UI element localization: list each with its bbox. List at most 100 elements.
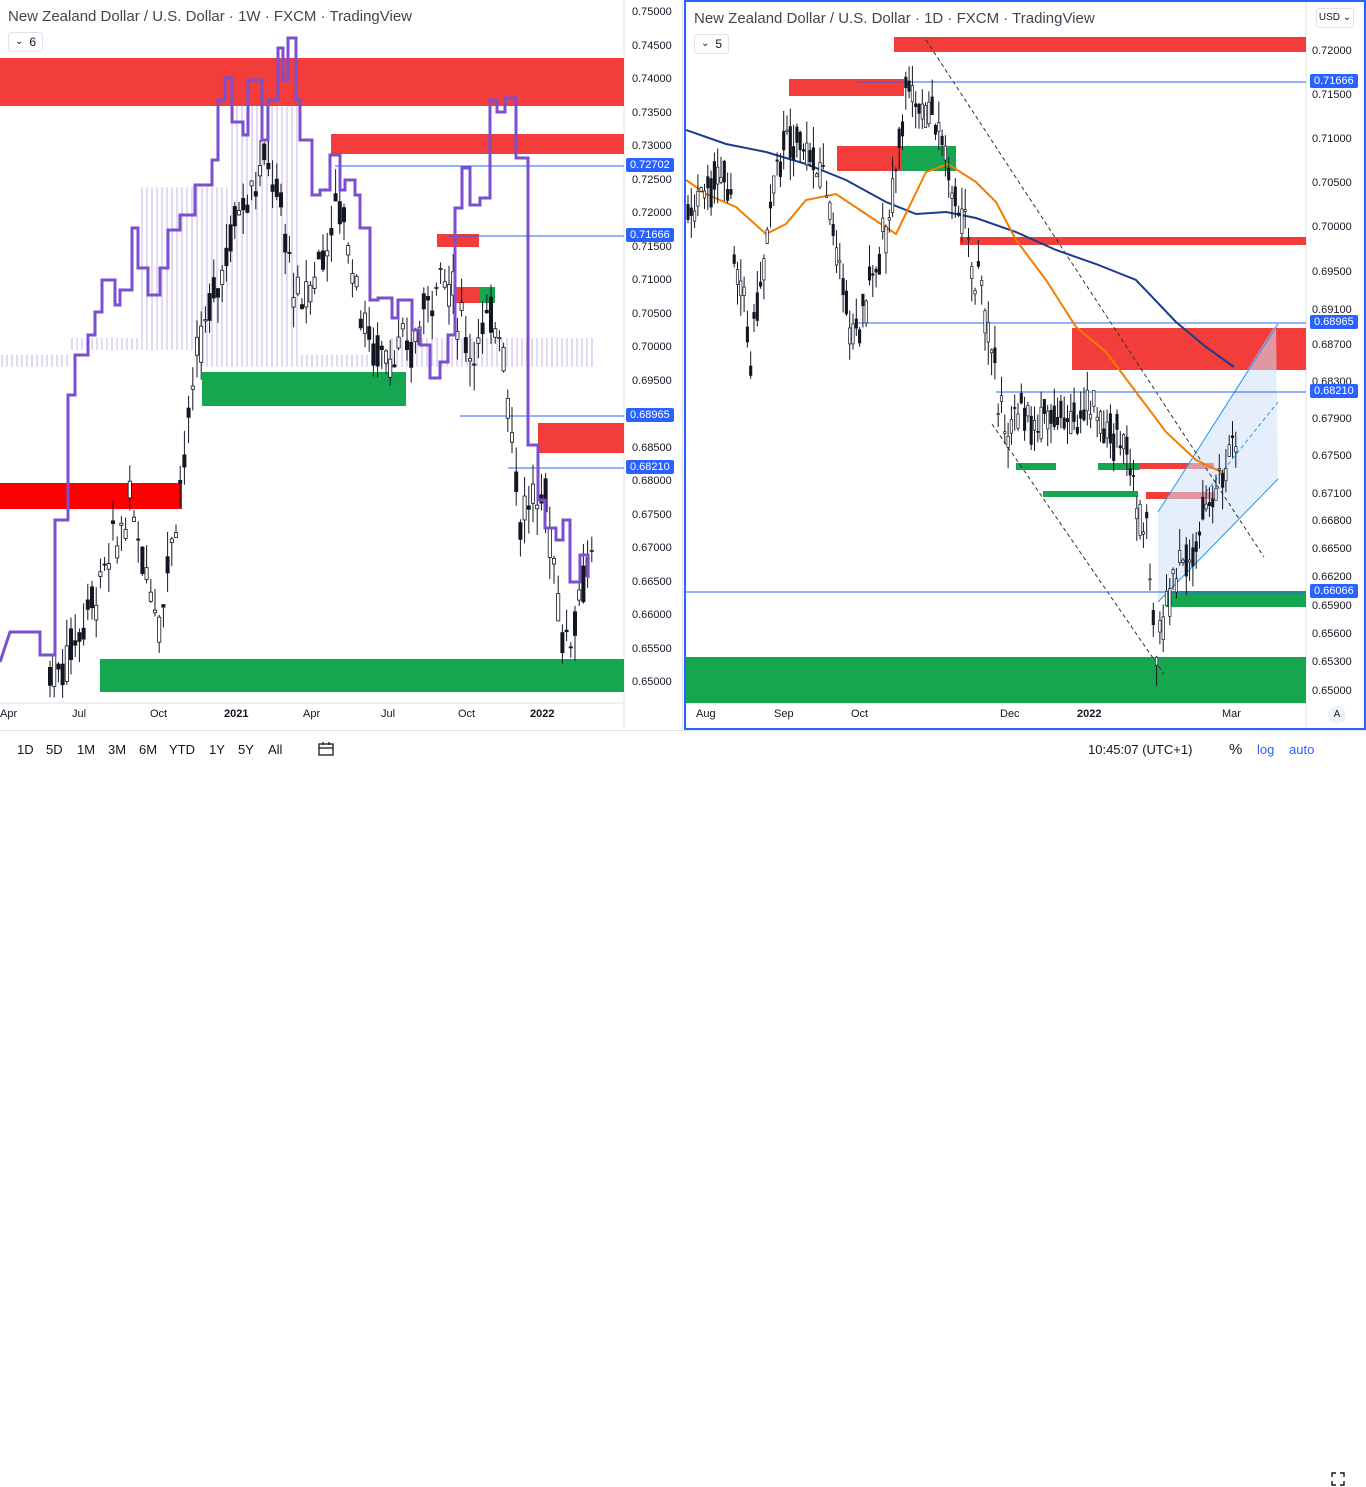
price-tick-label: 0.70000 <box>632 341 672 353</box>
candle-body <box>930 96 934 115</box>
price-tick-label: 0.73500 <box>632 106 672 119</box>
candle-body <box>910 85 914 103</box>
range-button-6m[interactable]: 6M <box>139 742 158 757</box>
candle-body <box>421 293 426 310</box>
candle-body <box>266 162 271 170</box>
candle-body <box>476 337 481 344</box>
price-tick-label: 0.74500 <box>632 39 672 52</box>
range-button-1m[interactable]: 1M <box>77 742 96 757</box>
candle-body <box>828 202 832 220</box>
range-button-all[interactable]: All <box>268 742 283 757</box>
daily-indicators-toggle[interactable]: ⌄ 5 <box>694 34 730 54</box>
candle-body <box>472 363 477 366</box>
supply-zone <box>437 234 479 247</box>
candle-body <box>1042 399 1046 414</box>
candle-body <box>194 336 199 356</box>
candle-body <box>1171 569 1175 574</box>
candle-body <box>283 233 288 253</box>
candle-body <box>228 224 233 252</box>
candle-body <box>127 480 132 499</box>
candle-body <box>589 549 594 552</box>
candle-body <box>341 207 346 223</box>
candle-body <box>140 546 145 575</box>
range-button-ytd[interactable]: YTD <box>169 742 195 757</box>
weekly-indicators-toggle[interactable]: ⌄ 6 <box>8 32 44 52</box>
range-button-3m[interactable]: 3M <box>108 742 127 757</box>
candle-body <box>1046 410 1050 430</box>
candle-body <box>765 229 769 244</box>
range-button-5y[interactable]: 5Y <box>238 742 254 757</box>
candle-body <box>400 323 405 330</box>
candle-body <box>762 258 766 281</box>
candle-body <box>841 278 845 296</box>
time-axis-label: Jul <box>72 708 87 720</box>
candle-body <box>1197 531 1202 536</box>
candle-body <box>788 126 792 158</box>
candle-body <box>712 161 716 190</box>
candle-body <box>535 504 540 510</box>
candle-body <box>123 528 128 539</box>
candle-body <box>211 277 216 299</box>
trendline-dashed <box>925 39 1265 558</box>
weekly-chart-pane[interactable]: New Zealand Dollar / U.S. Dollar · 1W · … <box>0 0 683 730</box>
fullscreen-icon[interactable] <box>1330 1471 1346 1487</box>
demand-zone <box>1166 591 1306 607</box>
channel-upper-line <box>1157 323 1279 513</box>
candle-body <box>1158 620 1162 633</box>
candle-body <box>808 150 812 163</box>
candle-body <box>686 204 690 220</box>
candle-body <box>270 184 275 192</box>
weekly-chart-canvas[interactable] <box>0 0 683 730</box>
candle-body <box>732 254 736 264</box>
candle-body <box>1052 405 1056 428</box>
range-button-1y[interactable]: 1Y <box>209 742 225 757</box>
price-level-tag: 0.66066 <box>1310 584 1358 598</box>
candle-body <box>1079 410 1083 419</box>
candle-body <box>983 310 987 334</box>
candle-body <box>287 252 292 254</box>
candle-body <box>1003 431 1007 435</box>
candle-body <box>940 135 944 146</box>
candle-body <box>1019 392 1023 404</box>
candle-body <box>1065 418 1070 423</box>
candle-body <box>556 593 561 622</box>
candle-body <box>60 663 65 686</box>
candle-body <box>90 586 95 609</box>
candle-body <box>409 341 414 368</box>
daily-chart-pane[interactable]: New Zealand Dollar / U.S. Dollar · 1D · … <box>684 0 1366 730</box>
candle-body <box>1191 547 1195 567</box>
range-button-1d[interactable]: 1D <box>17 742 34 757</box>
auto-scale-toggle[interactable]: auto <box>1289 742 1315 757</box>
price-level-tag: 0.68210 <box>626 460 674 474</box>
channel-mid-line <box>1205 401 1279 493</box>
price-tick-label: 0.65000 <box>1312 685 1352 697</box>
currency-selector[interactable]: USD ⌄ <box>1316 8 1354 28</box>
candle-body <box>186 407 191 418</box>
candle-body <box>564 629 569 633</box>
candle-body <box>320 250 325 270</box>
percent-scale-toggle[interactable]: % <box>1229 741 1243 758</box>
candle-body <box>379 345 384 350</box>
candle-body <box>871 273 875 276</box>
calendar-goto-icon[interactable] <box>317 740 335 758</box>
candle-body <box>976 261 980 267</box>
candle-body <box>1131 475 1136 477</box>
range-button-5d[interactable]: 5D <box>46 742 63 757</box>
candle-body <box>178 480 183 484</box>
candle-body <box>986 321 990 343</box>
price-tick-label: 0.70500 <box>632 307 672 320</box>
candle-body <box>950 192 954 199</box>
candle-body <box>947 168 951 181</box>
log-scale-toggle[interactable]: log <box>1257 742 1275 757</box>
price-tick-label: 0.66500 <box>632 575 672 588</box>
candle-body <box>467 358 472 362</box>
candle-body <box>362 312 367 334</box>
daily-chart-canvas[interactable] <box>686 2 1364 728</box>
auto-scale-badge[interactable]: A <box>1328 706 1346 724</box>
candle-body <box>249 180 254 187</box>
weekly-chart-title: New Zealand Dollar / U.S. Dollar · 1W · … <box>8 8 413 25</box>
price-tick-label: 0.73000 <box>632 140 672 152</box>
candle-body <box>1112 433 1116 461</box>
clock-timezone[interactable]: 10:45:07 (UTC+1) <box>1088 742 1193 757</box>
candle-body <box>960 208 964 234</box>
